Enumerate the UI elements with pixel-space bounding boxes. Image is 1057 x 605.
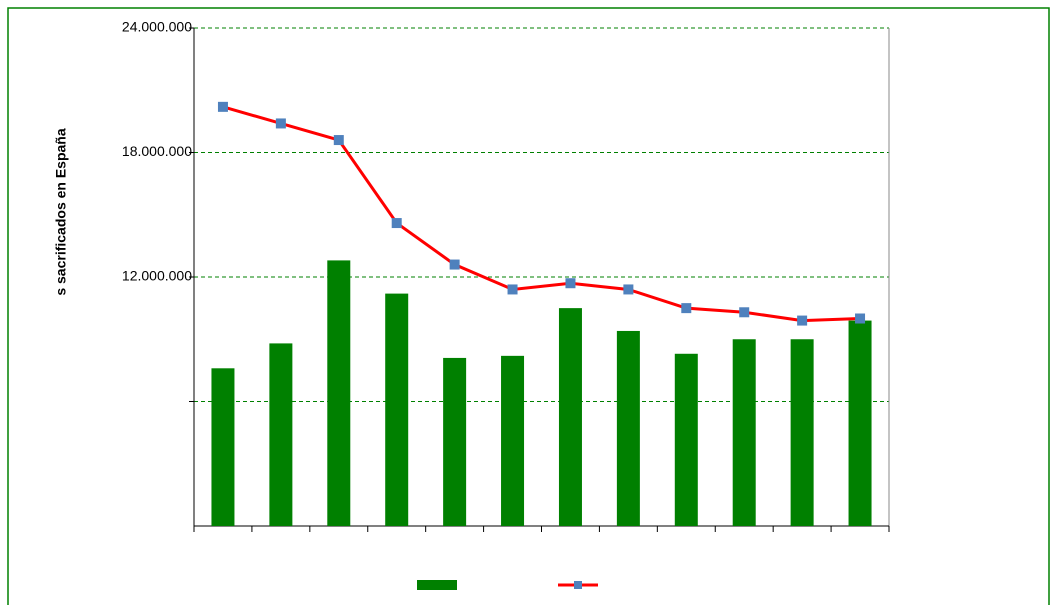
marker: [333, 135, 344, 146]
bar: [501, 355, 525, 526]
marker: [391, 218, 402, 229]
marker: [565, 278, 576, 289]
line: [222, 105, 861, 323]
y-axis-label: s sacrificados en España: [53, 128, 69, 296]
bar: [616, 330, 640, 526]
y-tick-label: 24.000.000: [122, 19, 192, 35]
marker: [275, 118, 286, 129]
bar: [385, 293, 409, 526]
bar: [443, 357, 467, 526]
bar: [674, 353, 698, 526]
bar: [848, 320, 872, 526]
frame: [7, 7, 1050, 605]
legend-marker: [574, 581, 582, 589]
bar: [558, 308, 582, 526]
bar: [327, 260, 351, 526]
marker: [507, 284, 518, 295]
marker: [797, 315, 808, 326]
marker: [449, 259, 460, 270]
marker: [681, 303, 692, 314]
marker: [855, 313, 866, 324]
legend-swatch: [417, 580, 457, 590]
marker: [739, 307, 750, 318]
bar: [269, 343, 293, 526]
marker: [623, 284, 634, 295]
marker: [217, 101, 228, 112]
bar: [211, 368, 235, 526]
bar: [732, 339, 756, 526]
bar: [790, 339, 814, 526]
y-tick-label: 18.000.000: [122, 143, 192, 159]
y-tick-label: 12.000.000: [122, 268, 192, 284]
